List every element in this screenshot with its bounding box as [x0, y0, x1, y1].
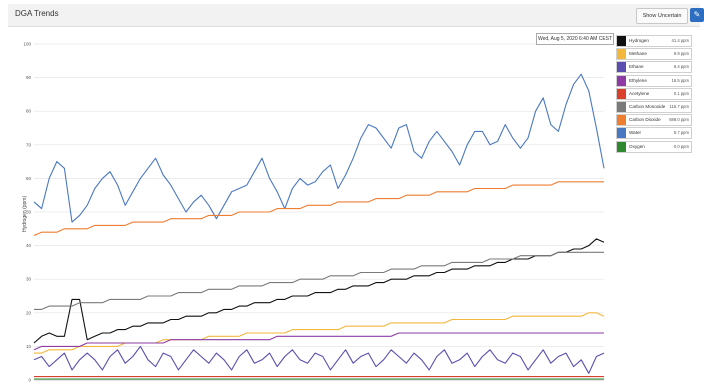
- y-tick-label: 100: [23, 42, 31, 47]
- y-tick-label: 60: [26, 176, 32, 181]
- legend-value: 0.1 ppm: [673, 90, 689, 96]
- legend-swatch: [617, 115, 626, 126]
- legend-item-ethane[interactable]: Ethane 6.4 ppm: [616, 61, 692, 74]
- legend-swatch: [617, 88, 626, 99]
- legend-swatch: [617, 128, 626, 139]
- legend-item-acetylene[interactable]: Acetylene 0.1 ppm: [616, 87, 692, 100]
- legend-value: 6.4 ppm: [673, 64, 689, 70]
- y-tick-label: 90: [26, 75, 32, 80]
- legend-value: 9.9 ppm: [673, 51, 689, 57]
- chart-legend: Hydrogen 41.4 ppm Methane 9.9 ppm Ethane 6.4 …: [616, 35, 692, 154]
- y-tick-label: 20: [26, 310, 32, 315]
- legend-label: Hydrogen: [629, 38, 649, 43]
- legend-item-hydrogen[interactable]: Hydrogen 41.4 ppm: [616, 35, 692, 47]
- show-uncertain-button[interactable]: Show Uncertain: [636, 8, 688, 24]
- legend-value: 688.0 ppm: [669, 117, 689, 123]
- panel-title: DGA Trends: [15, 9, 59, 18]
- legend-swatch: [617, 49, 626, 60]
- series-line-carbon-dioxide[interactable]: [33, 181, 604, 237]
- legend-label: Ethylene: [629, 77, 647, 83]
- legend-value: 0.0 ppm: [673, 143, 689, 149]
- legend-label: Ethane: [629, 64, 644, 70]
- legend-value: 115.7 ppm: [669, 103, 689, 109]
- legend-swatch: [617, 101, 626, 112]
- legend-item-carbon-dioxide[interactable]: Carbon Dioxide 688.0 ppm: [616, 114, 692, 127]
- legend-value: 5.7 ppm: [673, 130, 689, 136]
- date-label: Wed, Aug 5, 2020 6:40 AM CEST: [536, 33, 614, 45]
- legend-value: 41.4 ppm: [671, 38, 689, 43]
- panel-header: DGA Trends Show Uncertain ✎: [8, 4, 704, 27]
- y-tick-label: 50: [26, 210, 32, 215]
- legend-item-ethylene[interactable]: Ethylene 16.5 ppm: [616, 74, 692, 87]
- series-line-carbon-monoxide[interactable]: [34, 251, 604, 310]
- legend-swatch: [617, 141, 626, 152]
- legend-value: 16.5 ppm: [671, 77, 689, 83]
- dga-trends-panel: DGA Trends Show Uncertain ✎ 100 90 80 70 60 5…: [8, 4, 704, 385]
- legend-label: Carbon Monoxide: [629, 103, 666, 109]
- legend-swatch: [617, 75, 626, 86]
- y-axis-label: Hydrogen (ppm): [22, 195, 28, 232]
- y-tick-label: 80: [26, 109, 32, 114]
- legend-label: Carbon Dioxide: [629, 117, 661, 123]
- y-tick-label: 0: [28, 378, 31, 383]
- series-line-hydrogen[interactable]: [33, 238, 605, 344]
- y-tick-label: 70: [26, 142, 32, 147]
- legend-item-methane[interactable]: Methane 9.9 ppm: [616, 48, 692, 61]
- legend-swatch: [617, 62, 626, 73]
- legend-label: Acetylene: [629, 90, 650, 96]
- legend-item-carbon-monoxide[interactable]: Carbon Monoxide 115.7 ppm: [616, 100, 692, 113]
- chart-series: [33, 73, 605, 380]
- y-tick-label: 10: [26, 344, 32, 349]
- series-line-ethane[interactable]: [33, 345, 605, 374]
- legend-label: Methane: [629, 51, 647, 57]
- y-tick-label: 30: [26, 277, 32, 282]
- legend-label: Oxygen: [629, 143, 645, 149]
- legend-swatch: [617, 36, 626, 46]
- series-line-ethylene[interactable]: [33, 332, 604, 351]
- legend-item-water[interactable]: Water 5.7 ppm: [616, 127, 692, 140]
- edit-button[interactable]: ✎: [690, 8, 704, 22]
- legend-item-oxygen[interactable]: Oxygen 0.0 ppm: [616, 140, 692, 153]
- y-tick-label: 40: [26, 243, 32, 248]
- pencil-icon: ✎: [693, 10, 701, 19]
- series-line-water[interactable]: [33, 73, 605, 223]
- legend-label: Water: [629, 130, 642, 136]
